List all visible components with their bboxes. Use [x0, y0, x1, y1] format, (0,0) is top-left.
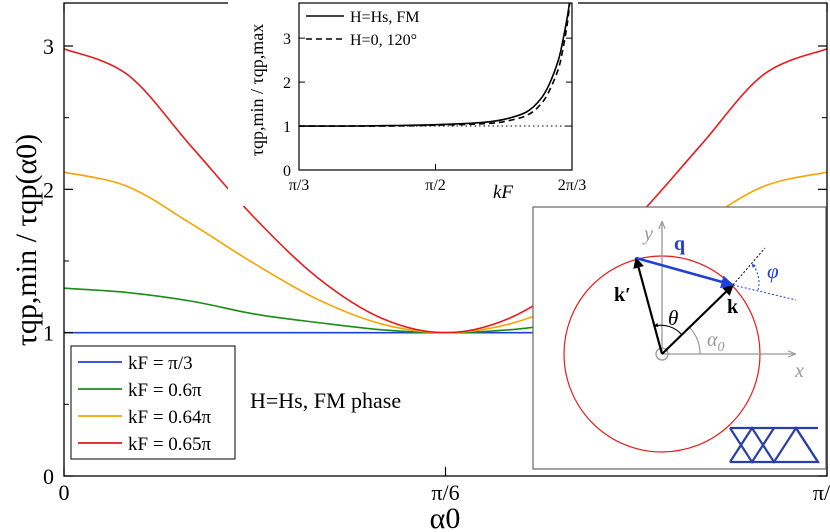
k-prime-label: k′: [614, 284, 631, 306]
vector-k-prime: [633, 256, 664, 355]
inset-y-tick-label-1: 1: [283, 119, 291, 136]
x-axis-label: x: [794, 360, 804, 382]
inset-y-tick-label-0: 0: [283, 163, 291, 180]
main-x-axis-label: α0: [430, 502, 461, 532]
y-axis-label: y: [642, 223, 653, 245]
main-y-tick-label-0: 0: [43, 464, 54, 489]
inset-legend-label-1: H=0, 120°: [350, 32, 417, 49]
main-annotation: H=Hs, FM phase: [250, 388, 401, 413]
main-x-tick-label-1: π/6: [431, 480, 459, 505]
inset-x-tick-label-2: 2π/3: [558, 177, 587, 194]
origin-marker: [655, 347, 669, 361]
theta-label: θ: [668, 306, 678, 330]
top-inset: π/3 π/2 2π/3 0 1 2 3 kF τqp,min / τqp,max H=Hs…: [228, 0, 586, 206]
inset-series-line-1: [299, 3, 571, 127]
main-y-tick-label-1: 1: [43, 321, 54, 346]
inset-x-axis-label: kF: [493, 182, 513, 203]
main-y-axis-label: τqp,min / τqp(α0): [10, 134, 43, 346]
inset-x-tick-label-1: π/2: [425, 177, 446, 194]
vector-k: [661, 284, 734, 355]
main-x-tick-label-0: 0: [59, 480, 70, 505]
phi-angle-arc: [751, 263, 760, 291]
inset-y-tick-label-3: 3: [283, 31, 291, 48]
inset-x-tick-label-0: π/3: [289, 177, 310, 194]
phi-q-extension: [732, 284, 797, 301]
inset-legend-label-0: H=Hs, FM: [350, 9, 419, 26]
geometry-inset: x y φ α0 θ q k k′: [532, 206, 827, 470]
k-label: k: [727, 296, 739, 318]
legend-label-0: kF = π/3: [128, 353, 193, 374]
triangular-lattice-icon: [729, 425, 821, 465]
main-legend-box: [70, 345, 236, 460]
top-inset-background: [228, 0, 578, 206]
legend-label-3: kF = 0.65π: [128, 434, 212, 455]
inset-series-group: [299, 3, 572, 127]
theta-angle-arc: [653, 322, 683, 336]
legend-label-1: kF = 0.6π: [128, 380, 202, 401]
main-y-tick-label-2: 2: [43, 177, 54, 202]
main-series-line-3: [64, 48, 827, 334]
main-y-tick-label-3: 3: [43, 34, 54, 59]
main-x-tick-label-2: π/3: [813, 480, 830, 505]
legend-label-2: kF = 0.64π: [128, 407, 212, 428]
inset-y-axis-label: τqp,min / τqp,max: [247, 24, 267, 156]
q-label: q: [674, 233, 685, 255]
phi-label: φ: [767, 259, 779, 283]
main-legend: kF = π/3 kF = 0.6π kF = 0.64π kF = 0.65π: [70, 345, 236, 460]
main-x-axis-label-text: α0: [430, 502, 461, 532]
vector-q: [635, 256, 735, 289]
inset-ticks-group: π/3 π/2 2π/3 0 1 2 3: [283, 31, 586, 194]
inset-y-tick-label-2: 2: [283, 75, 291, 92]
phi-tangent-dotted: [732, 247, 766, 286]
inset-legend: H=Hs, FM H=0, 120°: [306, 9, 419, 49]
main-legend-items: kF = π/3 kF = 0.6π kF = 0.64π kF = 0.65π: [78, 353, 212, 455]
alpha-angle-arc: [689, 327, 701, 355]
